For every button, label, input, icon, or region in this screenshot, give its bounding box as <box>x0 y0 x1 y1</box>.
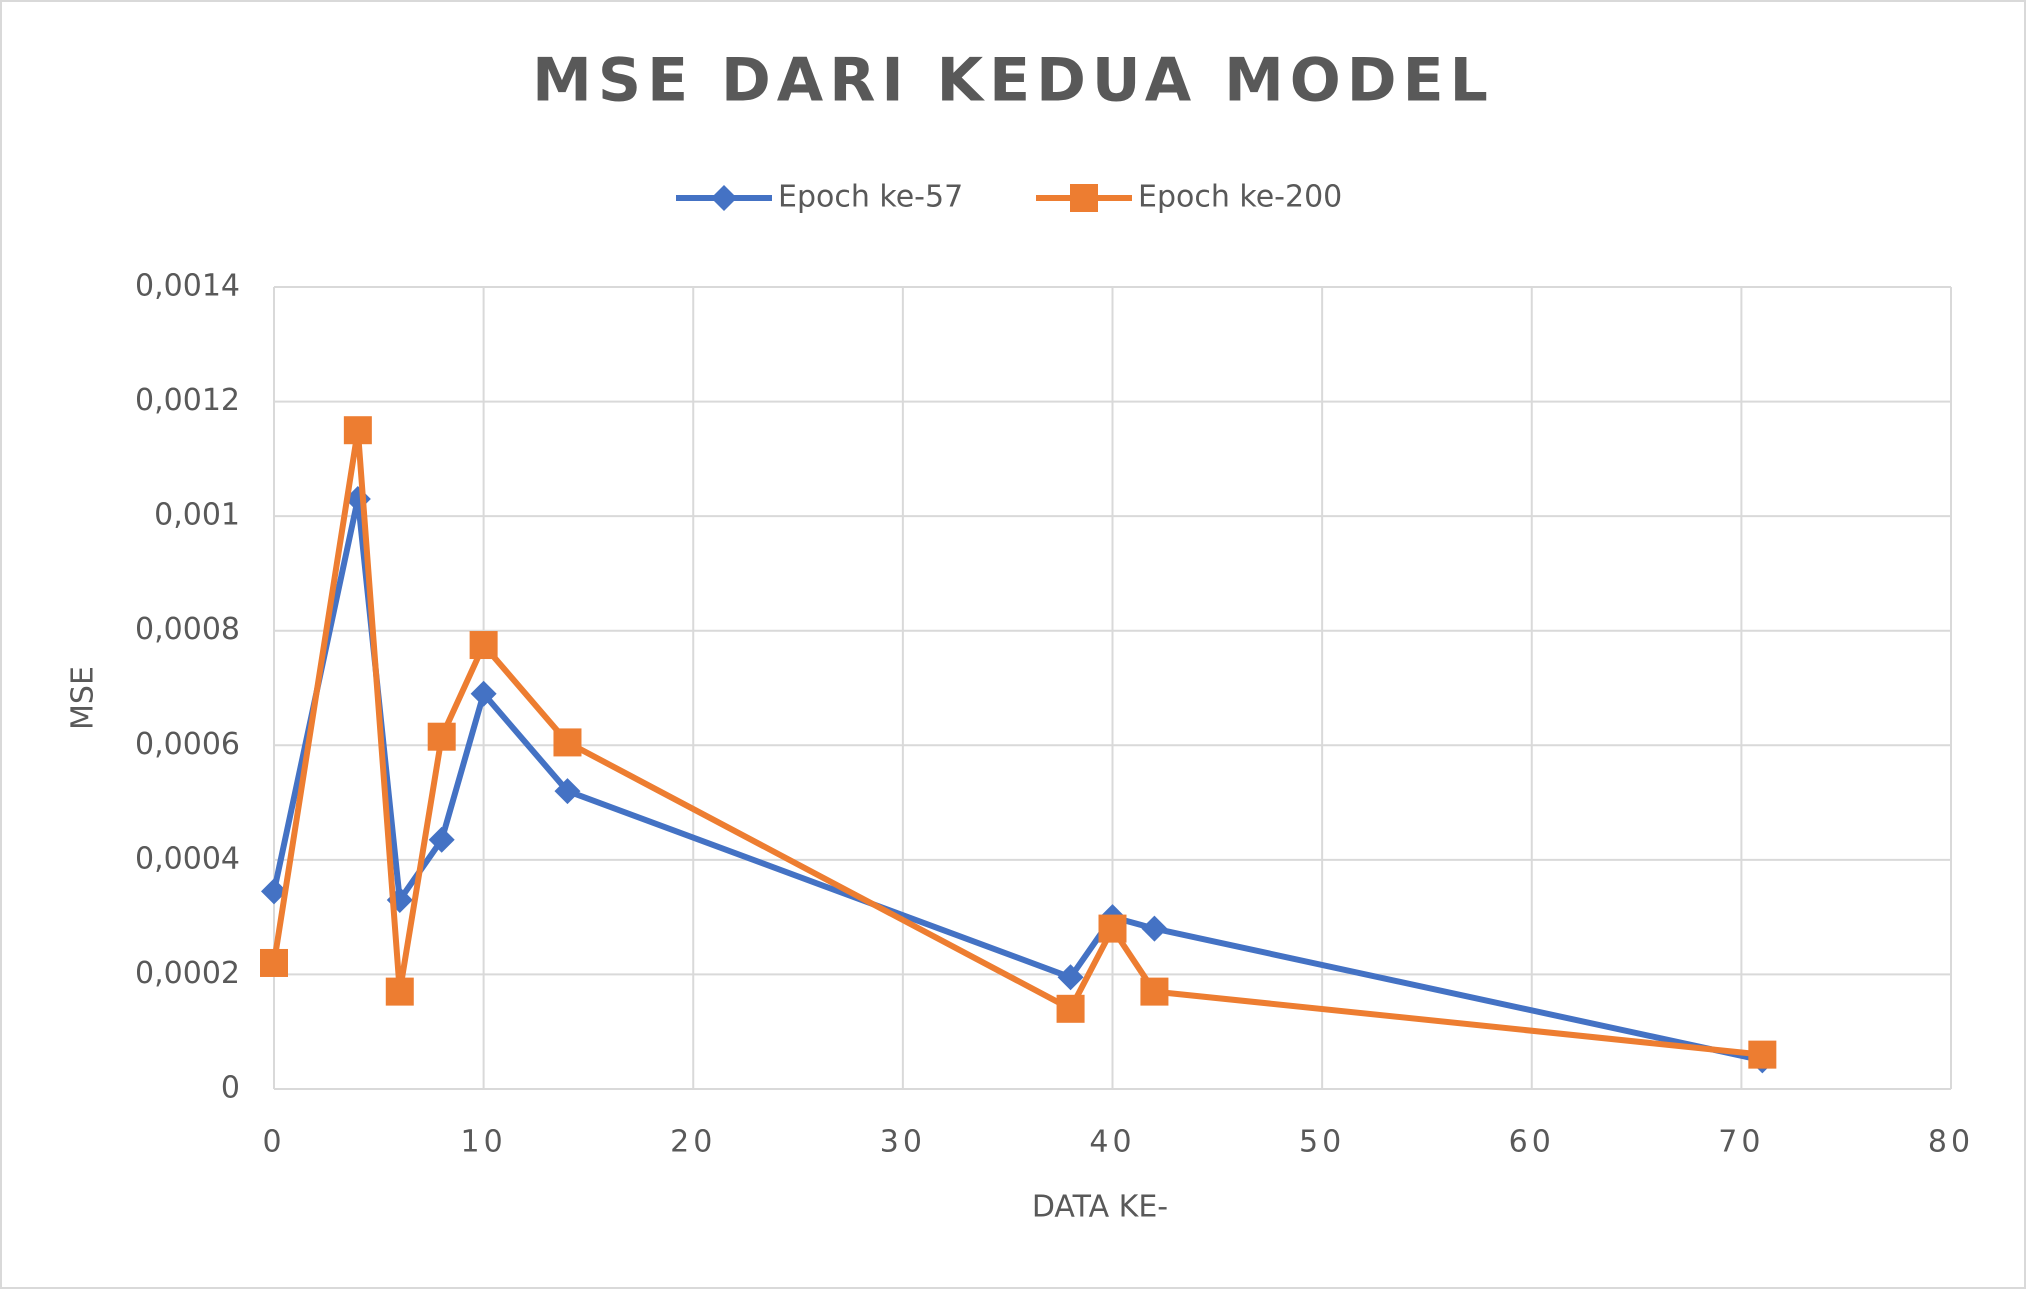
x-tick-label: 70 <box>1718 1125 1764 1160</box>
y-tick-label: 0,0006 <box>135 727 240 762</box>
x-tick-label: 10 <box>461 1125 507 1160</box>
y-tick-label: 0,0014 <box>135 269 240 304</box>
legend-label: Epoch ke-57 <box>778 180 963 215</box>
y-axis-title: MSE <box>66 666 101 730</box>
marker <box>1057 964 1084 991</box>
marker <box>428 826 455 853</box>
y-tick-label: 0,0012 <box>135 383 240 418</box>
x-tick-label: 30 <box>880 1125 926 1160</box>
marker <box>469 631 498 660</box>
x-axis-title: DATA KE- <box>1032 1190 1168 1225</box>
x-tick-label: 80 <box>1928 1125 1974 1160</box>
marker <box>385 977 414 1006</box>
legend-marker <box>711 185 737 211</box>
y-tick-label: 0,0004 <box>135 841 240 876</box>
series-line <box>271 427 1763 1058</box>
legend: Epoch ke-57 Epoch ke-200 <box>676 180 1342 215</box>
y-tick-label: 0,0008 <box>135 612 240 647</box>
marker <box>1098 914 1127 943</box>
marker <box>260 948 288 977</box>
legend-label: Epoch ke-200 <box>1138 180 1342 215</box>
y-tick-label: 0,001 <box>154 498 240 533</box>
legend-marker <box>1070 184 1098 212</box>
marker <box>1748 1040 1777 1069</box>
marker <box>343 416 372 445</box>
x-tick-label: 20 <box>670 1125 716 1160</box>
plot-area <box>260 416 1777 1074</box>
x-tick-label: 0 <box>262 1125 285 1160</box>
marker <box>427 722 456 751</box>
marker <box>261 878 287 905</box>
chart-title: MSE DARI KEDUA MODEL <box>532 46 1494 116</box>
x-tick-label: 40 <box>1089 1125 1135 1160</box>
x-tick-label: 60 <box>1509 1125 1555 1160</box>
y-tick-label: 0,0002 <box>135 956 240 991</box>
marker <box>553 728 582 757</box>
marker <box>554 778 581 805</box>
marker <box>470 680 497 707</box>
marker <box>1141 915 1168 942</box>
marker <box>1056 994 1085 1023</box>
x-tick-label: 50 <box>1299 1125 1345 1160</box>
y-tick-label: 0 <box>221 1071 240 1106</box>
marker <box>1140 977 1169 1006</box>
